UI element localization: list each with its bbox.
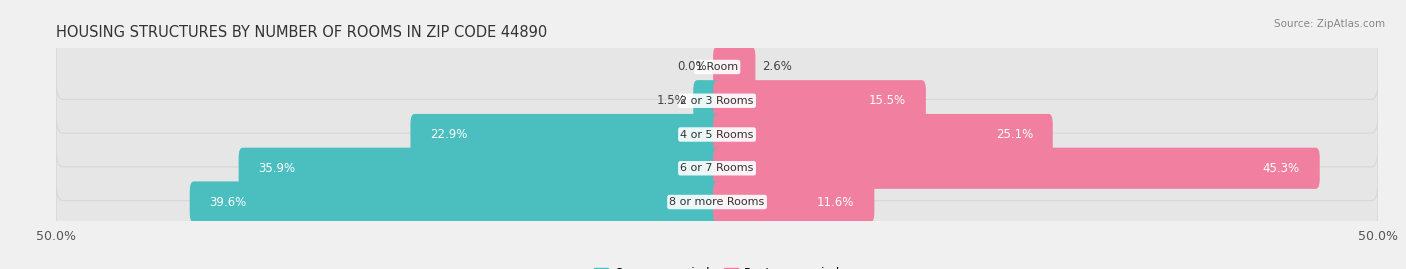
Text: 22.9%: 22.9% bbox=[430, 128, 468, 141]
Text: 15.5%: 15.5% bbox=[869, 94, 905, 107]
Text: 2.6%: 2.6% bbox=[762, 61, 792, 73]
FancyBboxPatch shape bbox=[190, 181, 721, 223]
Text: 0.0%: 0.0% bbox=[676, 61, 706, 73]
Text: 6 or 7 Rooms: 6 or 7 Rooms bbox=[681, 163, 754, 173]
FancyBboxPatch shape bbox=[56, 170, 1378, 234]
Legend: Owner-occupied, Renter-occupied: Owner-occupied, Renter-occupied bbox=[593, 267, 841, 269]
FancyBboxPatch shape bbox=[56, 35, 1378, 99]
Text: 11.6%: 11.6% bbox=[817, 196, 855, 208]
Text: 35.9%: 35.9% bbox=[259, 162, 295, 175]
Text: 25.1%: 25.1% bbox=[995, 128, 1033, 141]
Text: HOUSING STRUCTURES BY NUMBER OF ROOMS IN ZIP CODE 44890: HOUSING STRUCTURES BY NUMBER OF ROOMS IN… bbox=[56, 25, 547, 40]
FancyBboxPatch shape bbox=[713, 80, 927, 121]
Text: 2 or 3 Rooms: 2 or 3 Rooms bbox=[681, 96, 754, 106]
FancyBboxPatch shape bbox=[56, 68, 1378, 133]
Text: 45.3%: 45.3% bbox=[1263, 162, 1301, 175]
FancyBboxPatch shape bbox=[56, 136, 1378, 201]
FancyBboxPatch shape bbox=[713, 181, 875, 223]
FancyBboxPatch shape bbox=[411, 114, 721, 155]
Text: 39.6%: 39.6% bbox=[209, 196, 247, 208]
Text: Source: ZipAtlas.com: Source: ZipAtlas.com bbox=[1274, 19, 1385, 29]
FancyBboxPatch shape bbox=[56, 102, 1378, 167]
FancyBboxPatch shape bbox=[713, 114, 1053, 155]
FancyBboxPatch shape bbox=[713, 148, 1320, 189]
Text: 8 or more Rooms: 8 or more Rooms bbox=[669, 197, 765, 207]
Text: 1.5%: 1.5% bbox=[657, 94, 686, 107]
FancyBboxPatch shape bbox=[239, 148, 721, 189]
Text: 1 Room: 1 Room bbox=[696, 62, 738, 72]
FancyBboxPatch shape bbox=[693, 80, 721, 121]
FancyBboxPatch shape bbox=[713, 46, 755, 88]
Text: 4 or 5 Rooms: 4 or 5 Rooms bbox=[681, 129, 754, 140]
